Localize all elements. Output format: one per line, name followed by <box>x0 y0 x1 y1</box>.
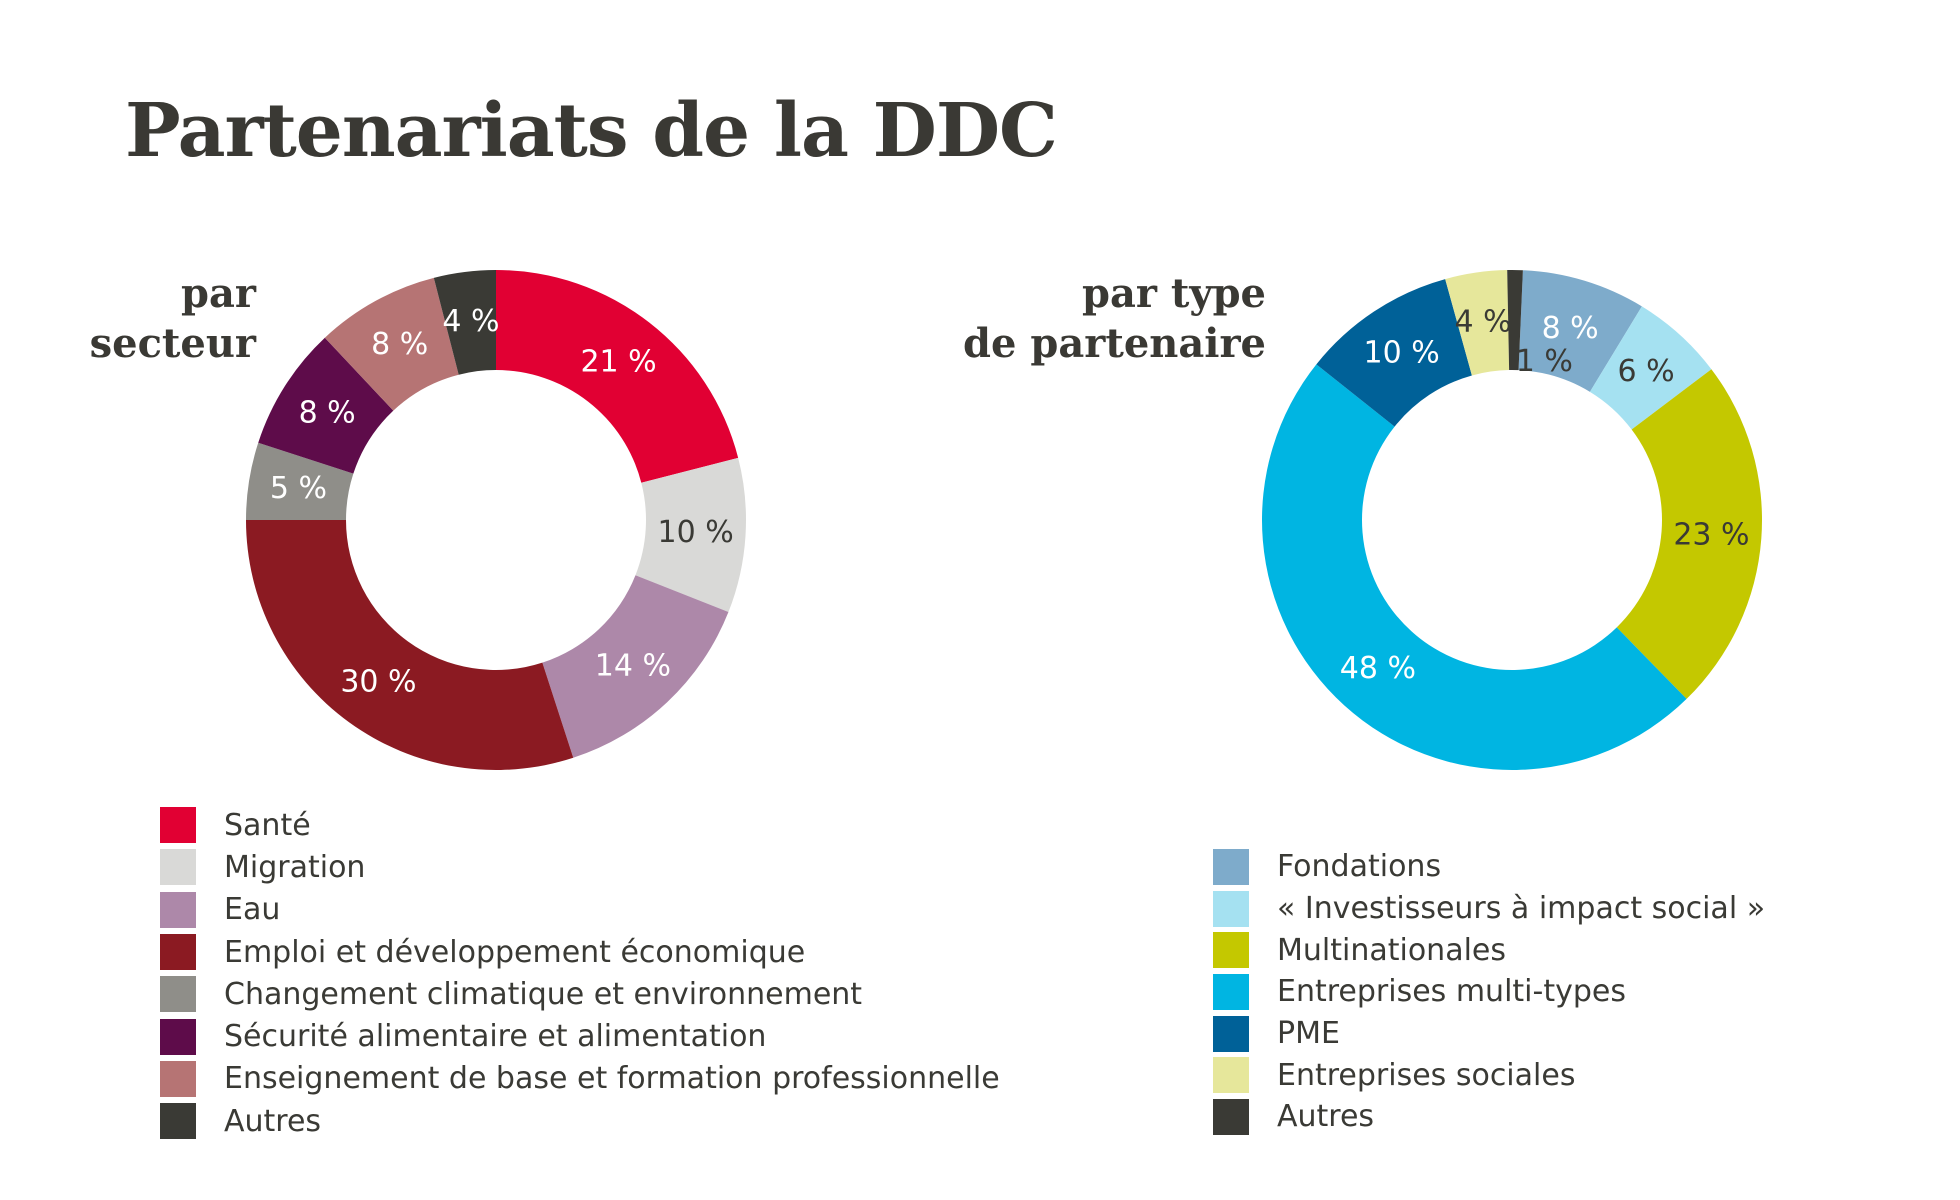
chart-subtitle-secteur: par secteur <box>90 269 256 369</box>
slice-label-securite-alimentaire-et-alimentation: 8 % <box>299 395 356 430</box>
legend-item-emploi-et-developpement-economique: Emploi et développement économique <box>160 931 1000 973</box>
legend-label: Entreprises sociales <box>1277 1057 1576 1093</box>
legend-swatch <box>1213 973 1249 1010</box>
donut-slice-entreprises-sociales <box>1445 270 1510 376</box>
legend-item-changement-climatique-et-environnement: Changement climatique et environnement <box>160 973 1000 1015</box>
subtitle-line: de partenaire <box>963 320 1266 367</box>
legend-swatch <box>160 807 196 844</box>
legend-label: « Investisseurs à impact social » <box>1277 891 1766 927</box>
legend-item-multinationales: Multinationales <box>1213 929 1765 971</box>
legend-item-migration: Migration <box>160 846 1000 888</box>
legend-swatch <box>160 1018 196 1055</box>
legend-label: Eau <box>224 892 281 928</box>
slice-label-emploi-et-developpement-economique: 30 % <box>340 664 416 699</box>
legend-swatch <box>1213 1098 1249 1135</box>
legend-item-autres: Autres <box>160 1100 1000 1142</box>
legend-item-sante: Santé <box>160 804 1000 846</box>
donut-slice-changement-climatique-et-environnement <box>246 442 354 520</box>
donut-slice-sante <box>496 270 739 483</box>
slice-label-multinationales: 23 % <box>1673 517 1749 552</box>
legend-label: Santé <box>224 807 311 843</box>
legend-swatch <box>1213 932 1249 969</box>
subtitle-line: par type <box>1081 270 1266 317</box>
legend-label: PME <box>1277 1016 1340 1052</box>
donut-chart-secteur: 21 % 10 % 14 % 30 % 5 % 8 % 8 % 4 % <box>246 270 746 770</box>
donut-slice-autres <box>1507 270 1523 371</box>
legend-item-securite-alimentaire-et-alimentation: Sécurité alimentaire et alimentation <box>160 1015 1000 1057</box>
legend-swatch <box>160 934 196 971</box>
legend-swatch <box>160 891 196 928</box>
legend-item-fondations: Fondations <box>1213 846 1765 888</box>
donut-slice-multinationales <box>1616 369 1762 699</box>
legend-item-pme: PME <box>1213 1013 1765 1055</box>
chart-subtitle-type: par type de partenaire <box>963 269 1266 369</box>
slice-label-autres: 1 % <box>1516 344 1573 379</box>
legend-item-enseignement-de-base-et-formation-professionnelle: Enseignement de base et formation profes… <box>160 1058 1000 1100</box>
slice-label-changement-climatique-et-environnement: 5 % <box>270 471 327 506</box>
legend-label: Autres <box>1277 1099 1375 1135</box>
slice-label-entreprises-sociales: 4 % <box>1455 305 1512 340</box>
donut-slice-entreprises-multi-types <box>1262 364 1687 771</box>
donut-slice-emploi-et-developpement-economique <box>246 520 574 770</box>
slice-label-sante: 21 % <box>580 344 656 379</box>
legend-swatch <box>1213 890 1249 927</box>
legend-label: Sécurité alimentaire et alimentation <box>224 1019 767 1055</box>
donut-chart-type: 8 % 6 % 23 % 48 % 10 % 4 %1 % <box>1262 270 1762 771</box>
slice-label-fondations: 8 % <box>1542 311 1599 346</box>
legend-swatch <box>160 1103 196 1140</box>
legend-label: Fondations <box>1277 849 1442 885</box>
donut-slice-autres <box>433 270 496 375</box>
legend-item-investisseurs-a-impact-social: « Investisseurs à impact social » <box>1213 888 1765 930</box>
slice-label-pme: 10 % <box>1364 336 1440 371</box>
subtitle-line: par <box>181 270 256 317</box>
legend-label: Enseignement de base et formation profes… <box>224 1061 1000 1097</box>
legend-item-eau: Eau <box>160 889 1000 931</box>
donut-slice-investisseurs-a-impact-social <box>1589 306 1712 430</box>
legend-item-autres: Autres <box>1213 1096 1765 1138</box>
legend-label: Multinationales <box>1277 932 1506 968</box>
legend-swatch <box>1213 1057 1249 1094</box>
slice-label-enseignement-de-base-et-formation-professionnelle: 8 % <box>371 327 428 362</box>
donut-slice-enseignement-de-base-et-formation-professionnelle <box>324 277 459 411</box>
legend-swatch <box>160 1060 196 1097</box>
slice-label-entreprises-multi-types: 48 % <box>1340 651 1416 686</box>
legend-swatch <box>1213 1015 1249 1052</box>
legend-label: Autres <box>224 1103 322 1139</box>
legend-item-entreprises-sociales: Entreprises sociales <box>1213 1054 1765 1096</box>
legend-item-entreprises-multi-types: Entreprises multi-types <box>1213 971 1765 1013</box>
slice-label-migration: 10 % <box>657 515 733 550</box>
page-title: Partenariats de la DDC <box>125 88 1058 174</box>
legend-swatch <box>160 849 196 886</box>
donut-slice-eau <box>542 575 729 758</box>
legend-type: Fondations « Investisseurs à impact socia… <box>1213 846 1765 1138</box>
slice-label-eau: 14 % <box>595 648 671 683</box>
legend-label: Emploi et développement économique <box>224 934 806 970</box>
slice-label-autres: 4 % <box>442 304 499 339</box>
legend-secteur: Santé Migration Eau Emploi et développement… <box>160 804 1000 1142</box>
donut-slice-securite-alimentaire-et-alimentation <box>258 337 394 474</box>
slice-label-investisseurs-a-impact-social: 6 % <box>1618 354 1675 389</box>
subtitle-line: secteur <box>89 320 256 367</box>
legend-label: Changement climatique et environnement <box>224 976 863 1012</box>
legend-label: Migration <box>224 849 366 885</box>
legend-label: Entreprises multi-types <box>1277 974 1626 1010</box>
legend-swatch <box>1213 848 1249 885</box>
legend-swatch <box>160 976 196 1013</box>
donut-slice-fondations <box>1518 270 1642 392</box>
donut-slice-pme <box>1316 279 1472 427</box>
donut-slice-migration <box>635 457 746 613</box>
